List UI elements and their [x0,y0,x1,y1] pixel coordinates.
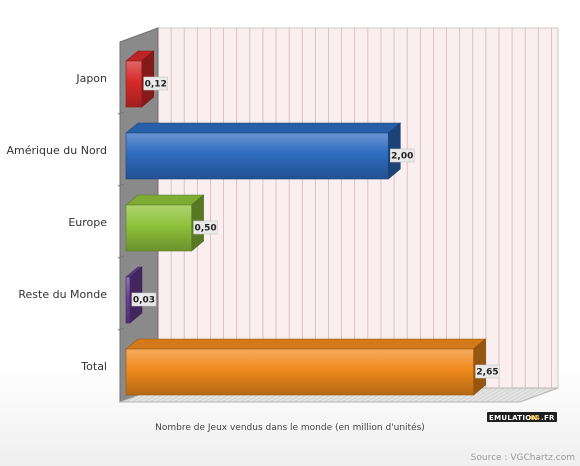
bar-total [125,338,487,396]
value-labels: 0,12 2,00 0,50 0,03 2,65 [131,76,500,379]
value-label-reste-du-monde: 0,03 [131,292,157,307]
chart-back-wall [157,27,559,389]
category-label-total: Total [80,360,107,373]
category-labels: Japon Amérique du Nord Europe Reste du Mond… [6,72,107,373]
svg-text:0,50: 0,50 [194,224,216,234]
source-note: Source : VGChartz.com [471,453,575,463]
watermark-part2: 64 [530,414,540,422]
svg-text:2,65: 2,65 [476,368,498,378]
bar-europe [125,194,205,252]
x-axis-label: Nombre de Jeux vendus dans le monde (en … [155,422,425,433]
svg-text:2,00: 2,00 [391,152,413,162]
bar-japon [125,50,155,108]
watermark-part3: .FR [541,414,555,422]
chart-gridlines [170,28,552,388]
value-label-japon: 0,12 [143,76,169,91]
svg-text:0,03: 0,03 [133,296,155,306]
value-label-europe: 0,50 [193,220,218,235]
bar-amerique-du-nord [125,122,402,180]
watermark-part1: EMULATION [489,414,538,422]
category-label-europe: Europe [68,216,107,229]
bars [125,50,487,396]
category-ticks [117,111,125,331]
svg-text:0,12: 0,12 [145,80,167,90]
watermark-logo: EMULATION 64 .FR [487,412,557,422]
value-label-amerique-du-nord: 2,00 [389,148,415,163]
value-label-total: 2,65 [475,364,500,379]
category-label-reste-du-monde: Reste du Monde [18,288,107,301]
category-label-amerique-du-nord: Amérique du Nord [6,144,107,157]
category-label-japon: Japon [75,72,107,85]
